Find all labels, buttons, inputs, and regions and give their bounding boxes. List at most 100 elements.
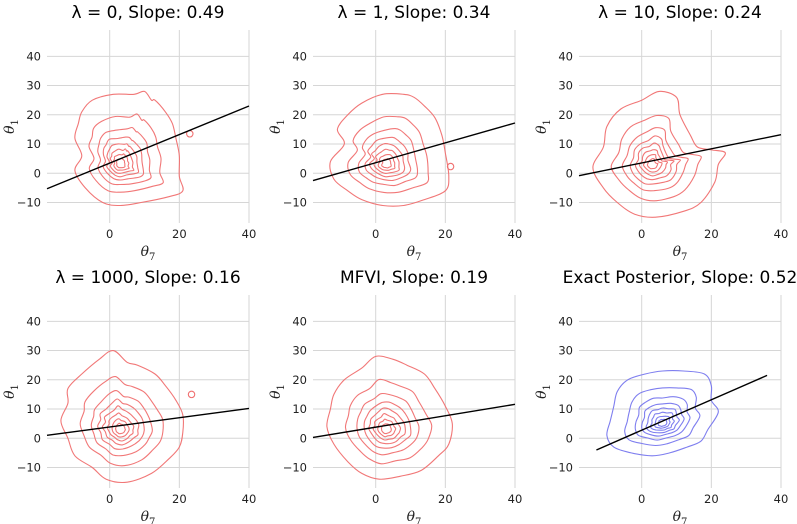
contour-level-5: [634, 142, 675, 181]
contour-level-6: [638, 149, 669, 177]
contour-level-4: [641, 402, 685, 437]
contour-small-loop: [446, 162, 455, 171]
y-tick-label: 40: [292, 49, 307, 63]
panel-2: 0 20 40 −10 0 10 20 30 40 λ = 1, Slope: 0.34 θ7 θ1: [268, 3, 522, 263]
x-axis-label-subscript: 7: [681, 517, 687, 524]
x-tick-label: 40: [242, 492, 257, 506]
y-tick-label: 20: [558, 108, 573, 122]
contour-level-1: [74, 90, 184, 207]
chart-title: MFVI, Slope: 0.19: [340, 268, 488, 288]
y-tick-label: −10: [17, 461, 41, 475]
y-axis-label: θ1: [268, 384, 287, 399]
contour-level-8: [380, 423, 392, 435]
slope-line: [596, 374, 768, 451]
contour-level-7: [111, 418, 130, 438]
contour-level-8: [646, 157, 659, 170]
x-axis-label: θ7: [407, 244, 422, 263]
contour-level-2: [624, 387, 701, 447]
x-tick-label: 0: [372, 492, 379, 506]
contour-level-6: [373, 148, 400, 174]
slope-line: [46, 407, 250, 437]
contour-level-5: [645, 407, 680, 434]
chart-title: λ = 1, Slope: 0.34: [338, 3, 491, 23]
y-tick-label: 0: [566, 166, 573, 180]
x-tick-label: 20: [704, 492, 719, 506]
contour-level-8: [657, 418, 668, 427]
y-axis-label: θ1: [2, 384, 21, 399]
contour-group: [329, 93, 455, 207]
y-tick-label: 0: [300, 166, 307, 180]
x-axis-label: θ7: [407, 509, 422, 524]
contour-level-5: [368, 407, 406, 445]
slope-line: [312, 122, 516, 182]
contour-level-7: [654, 415, 671, 429]
contour-level-8: [115, 422, 126, 435]
contour-group: [592, 90, 726, 218]
y-tick-label: 40: [558, 314, 573, 328]
contour-level-3: [634, 396, 691, 441]
y-axis-label: θ1: [268, 119, 287, 134]
chart-title: Exact Posterior, Slope: 0.52: [563, 268, 797, 288]
x-axis-label: θ7: [673, 244, 688, 263]
x-axis-label-subscript: 7: [415, 252, 421, 263]
y-axis-label-subscript: 1: [10, 384, 21, 390]
y-tick-label: 20: [26, 108, 41, 122]
contour-level-3: [97, 126, 152, 186]
contour-level-7: [642, 153, 663, 173]
x-axis-label: θ7: [141, 244, 156, 263]
x-tick-label: 0: [638, 227, 645, 241]
contour-level-2: [344, 378, 433, 465]
y-axis-label-subscript: 1: [542, 119, 553, 125]
y-tick-label: 40: [292, 314, 307, 328]
x-axis-label-subscript: 7: [149, 517, 155, 524]
panel-5: 0 20 40 −10 0 10 20 30 40 MFVI, Slope: 0.19 θ7 θ1: [268, 268, 522, 524]
x-tick-label: 40: [508, 492, 523, 506]
x-tick-label: 20: [438, 492, 453, 506]
x-tick-label: 0: [106, 227, 113, 241]
x-axis-label: θ7: [141, 509, 156, 524]
panel-6: 0 20 40 −10 0 10 20 30 40 Exact Posterior, Slope:…: [534, 268, 797, 524]
y-axis-label-subscript: 1: [10, 119, 21, 125]
contour-level-2: [610, 114, 702, 202]
y-tick-label: 20: [558, 373, 573, 387]
y-tick-label: 30: [292, 344, 307, 358]
contour-level-1: [60, 350, 185, 484]
y-tick-label: 20: [292, 373, 307, 387]
x-tick-label: 0: [106, 492, 113, 506]
y-tick-label: 40: [558, 49, 573, 63]
slope-line: [312, 403, 516, 439]
y-tick-label: 0: [34, 166, 41, 180]
contour-level-6: [372, 412, 402, 441]
y-axis-label-subscript: 1: [542, 384, 553, 390]
y-tick-label: 10: [26, 137, 41, 151]
contour-level-6: [106, 412, 135, 442]
y-tick-label: −10: [283, 196, 307, 210]
contour-level-2: [347, 115, 430, 194]
chart-title: λ = 10, Slope: 0.24: [598, 3, 762, 23]
contour-group: [60, 350, 196, 484]
x-axis-label: θ7: [673, 509, 688, 524]
contour-level-3: [357, 128, 419, 187]
contour-group: [606, 370, 719, 457]
contour-level-4: [364, 136, 412, 182]
contour-level-3: [621, 127, 689, 192]
y-tick-label: 30: [26, 79, 41, 93]
y-tick-label: −10: [549, 461, 573, 475]
x-tick-label: 20: [172, 492, 187, 506]
contour-level-4: [629, 135, 681, 185]
contour-group: [326, 355, 453, 480]
contour-level-6: [109, 148, 135, 174]
y-axis-label: θ1: [2, 119, 21, 134]
y-tick-label: 30: [292, 79, 307, 93]
x-tick-label: 20: [704, 227, 719, 241]
contour-level-7: [377, 154, 396, 171]
contour-level-7: [377, 418, 397, 438]
chart-title: λ = 0, Slope: 0.49: [72, 3, 225, 23]
contour-level-1: [326, 355, 453, 480]
y-tick-label: 0: [34, 431, 41, 445]
y-axis-label-subscript: 1: [276, 119, 287, 125]
contour-level-1: [606, 370, 719, 457]
y-tick-label: 10: [26, 402, 41, 416]
contour-level-4: [363, 401, 412, 449]
